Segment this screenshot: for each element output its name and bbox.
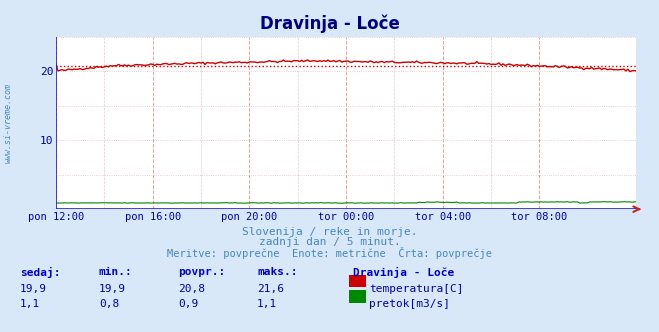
Text: 0,9: 0,9 — [178, 299, 198, 309]
Text: 21,6: 21,6 — [257, 284, 284, 294]
Text: 19,9: 19,9 — [99, 284, 126, 294]
Text: 0,8: 0,8 — [99, 299, 119, 309]
Text: Dravinja - Loče: Dravinja - Loče — [260, 15, 399, 34]
Text: pretok[m3/s]: pretok[m3/s] — [369, 299, 450, 309]
Text: 1,1: 1,1 — [257, 299, 277, 309]
Text: 1,1: 1,1 — [20, 299, 40, 309]
Text: Dravinja - Loče: Dravinja - Loče — [353, 267, 454, 278]
Text: maks.:: maks.: — [257, 267, 297, 277]
Text: 19,9: 19,9 — [20, 284, 47, 294]
Text: povpr.:: povpr.: — [178, 267, 225, 277]
Text: zadnji dan / 5 minut.: zadnji dan / 5 minut. — [258, 237, 401, 247]
Text: 20,8: 20,8 — [178, 284, 205, 294]
Text: sedaj:: sedaj: — [20, 267, 60, 278]
Text: Slovenija / reke in morje.: Slovenija / reke in morje. — [242, 227, 417, 237]
Text: min.:: min.: — [99, 267, 132, 277]
Text: www.si-vreme.com: www.si-vreme.com — [3, 83, 13, 163]
Text: temperatura[C]: temperatura[C] — [369, 284, 463, 294]
Text: Meritve: povprečne  Enote: metrične  Črta: povprečje: Meritve: povprečne Enote: metrične Črta:… — [167, 247, 492, 259]
